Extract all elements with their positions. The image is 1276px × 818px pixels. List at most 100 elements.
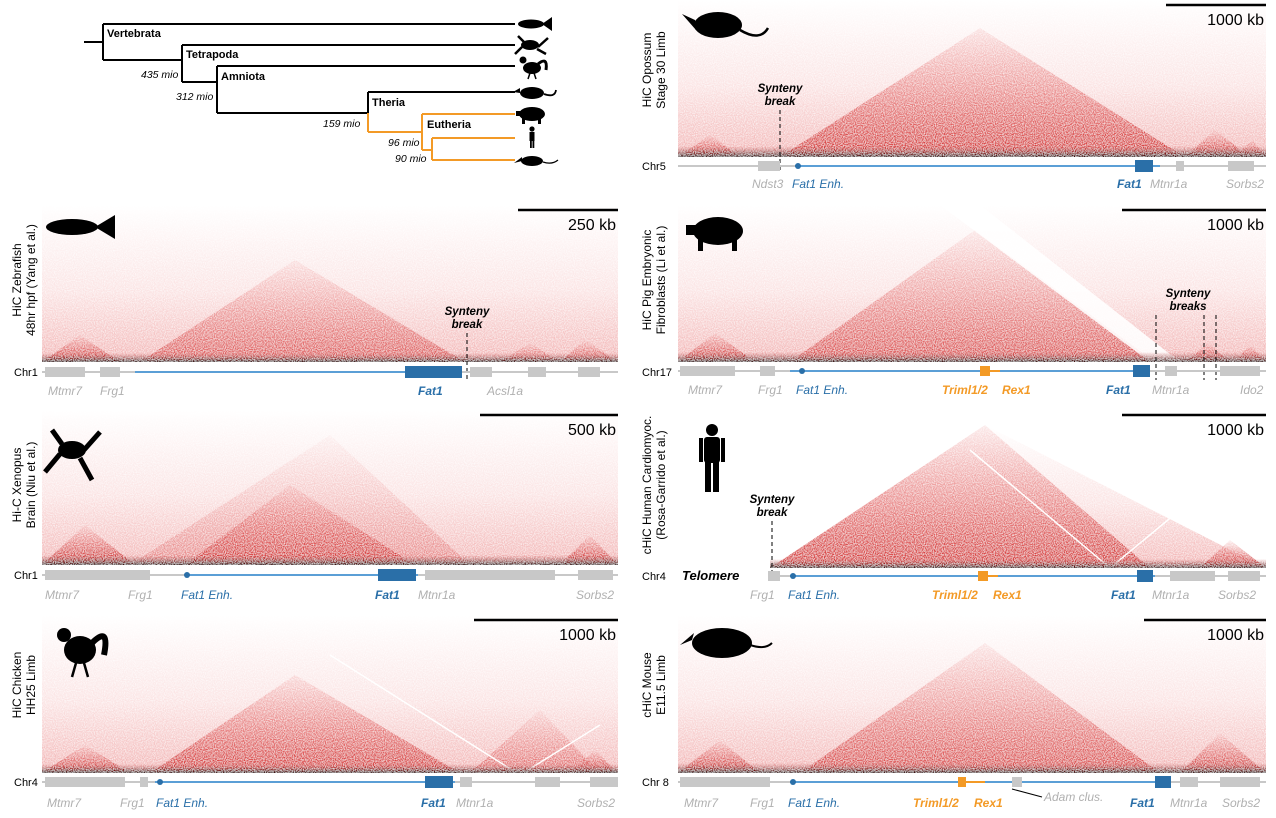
- gene-mtnr1a: Mtnr1a: [418, 588, 456, 602]
- mouse-heatmap: [678, 615, 1266, 773]
- svg-text:break: break: [452, 319, 483, 331]
- gene-sorbs2: Sorbs2: [577, 796, 615, 810]
- human-scalebar: 1000 kb: [1122, 413, 1266, 439]
- time-159: 159 mio: [323, 118, 361, 130]
- synteny-break-label: Synteny: [445, 306, 490, 318]
- chicken-gene-track: [42, 776, 618, 788]
- clade-eutheria: Eutheria: [427, 119, 472, 131]
- time-435: 435 mio: [141, 69, 179, 81]
- gene-mtnr1a: Mtnr1a: [1150, 177, 1188, 191]
- gene-ido2: Ido2: [1240, 383, 1264, 397]
- human-silhouette: [699, 424, 725, 492]
- gene-frg1: Frg1: [100, 384, 125, 398]
- gene-acsl1a: Acsl1a: [486, 384, 523, 398]
- gene-mtnr1a: Mtnr1a: [456, 796, 494, 810]
- chromosome-label: Chr1: [14, 367, 38, 379]
- human-gene-track: [768, 570, 1266, 582]
- gene-rex1: Rex1: [993, 588, 1022, 602]
- svg-text:break: break: [757, 507, 788, 519]
- chicken-icon: [519, 56, 548, 80]
- mouse-icon: [514, 156, 559, 166]
- frog-icon: [514, 35, 549, 56]
- time-90: 90 mio: [395, 153, 427, 165]
- gene-fat1-enh: Fat1 Enh.: [156, 796, 208, 810]
- opossum-scalebar: 1000 kb: [1166, 3, 1266, 29]
- gene-ndst3: Ndst3: [752, 177, 784, 191]
- xenopus-gene-track: [42, 569, 618, 581]
- gene-mtmr7: Mtmr7: [684, 796, 719, 810]
- synteny-break-label: Synteny: [758, 83, 803, 95]
- pig-icon: [516, 107, 545, 124]
- eutheria-branches: [367, 113, 515, 161]
- chromosome-label: Chr4: [14, 777, 38, 789]
- xenopus-panel: 500 kb Chr1 Mtmr7 Frg1 Fat1 Enh. Fat1 Mt…: [0, 410, 636, 605]
- mouse-scalebar: 1000 kb: [1144, 618, 1266, 644]
- clade-theria: Theria: [372, 97, 406, 109]
- pig-gene-track: [678, 365, 1266, 377]
- fish-icon: [518, 17, 552, 31]
- mouse-gene-track: [678, 776, 1266, 798]
- gene-mtmr7: Mtmr7: [45, 588, 80, 602]
- gene-triml: Triml1/2: [913, 796, 959, 810]
- gene-rex1: Rex1: [974, 796, 1003, 810]
- gene-frg1: Frg1: [750, 588, 775, 602]
- gene-frg1: Frg1: [758, 383, 783, 397]
- gene-frg1: Frg1: [128, 588, 153, 602]
- clade-amniota: Amniota: [221, 71, 266, 83]
- svg-text:break: break: [765, 96, 796, 108]
- gene-frg1: Frg1: [750, 796, 775, 810]
- gene-fat1-enh: Fat1 Enh.: [181, 588, 233, 602]
- gene-fat1-enh: Fat1 Enh.: [796, 383, 848, 397]
- pig-heatmap: [678, 205, 1266, 362]
- gene-triml: Triml1/2: [942, 383, 988, 397]
- human-heatmap: [678, 410, 1266, 569]
- chromosome-label: Chr4: [642, 571, 666, 583]
- frog-silhouette: [43, 428, 102, 482]
- zebrafish-heatmap: [42, 205, 618, 362]
- svg-text:1000 kb: 1000 kb: [1207, 627, 1264, 644]
- svg-text:1000 kb: 1000 kb: [1207, 12, 1264, 29]
- tree-branches: [84, 23, 515, 114]
- gene-fat1: Fat1: [1111, 588, 1136, 602]
- phylogenetic-tree: Vertebrata Tetrapoda Amniota Theria Euth…: [0, 0, 600, 190]
- chromosome-label: Chr1: [14, 570, 38, 582]
- xenopus-heatmap: [42, 410, 618, 565]
- human-panel: 1000 kb Synteny break Chr4 Telomere Frg1…: [640, 410, 1276, 605]
- zebrafish-silhouette: [46, 215, 115, 239]
- gene-mtmr7: Mtmr7: [47, 796, 82, 810]
- telomere-label: Telomere: [682, 568, 739, 583]
- gene-fat1: Fat1: [1117, 177, 1142, 191]
- gene-triml: Triml1/2: [932, 588, 978, 602]
- chromosome-label: Chr17: [642, 367, 672, 379]
- chromosome-label: Chr5: [642, 161, 666, 173]
- svg-text:1000 kb: 1000 kb: [1207, 217, 1264, 234]
- gene-mtnr1a: Mtnr1a: [1170, 796, 1208, 810]
- gene-adam-cluster: Adam clus.: [1043, 790, 1103, 804]
- time-96: 96 mio: [388, 137, 420, 149]
- time-312: 312 mio: [176, 91, 214, 103]
- mouse-panel: 1000 kb Chr 8 Mtmr7 Frg1 Fat1 Enh. Triml…: [640, 615, 1276, 818]
- chicken-panel: 1000 kb Chr4 Mtmr7 Frg1 Fat1 Enh. Fat1 M…: [0, 615, 636, 818]
- opossum-gene-track: [678, 160, 1266, 172]
- gene-fat1: Fat1: [1130, 796, 1155, 810]
- gene-fat1: Fat1: [421, 796, 446, 810]
- gene-sorbs2: Sorbs2: [1218, 588, 1256, 602]
- clade-tetrapoda: Tetrapoda: [186, 49, 239, 61]
- opossum-panel: 1000 kb Synteny break Chr5 Ndst3 Fat1 En…: [640, 0, 1276, 195]
- gene-sorbs2: Sorbs2: [1222, 796, 1260, 810]
- gene-mtnr1a: Mtnr1a: [1152, 588, 1190, 602]
- gene-mtnr1a: Mtnr1a: [1152, 383, 1190, 397]
- zebrafish-panel: 250 kb Synteny break Chr1 Mtmr7 Frg1 Fat…: [0, 205, 636, 400]
- chromosome-label: Chr 8: [642, 777, 669, 789]
- xenopus-scalebar: 500 kb: [480, 413, 618, 439]
- gene-frg1: Frg1: [120, 796, 145, 810]
- gene-mtmr7: Mtmr7: [48, 384, 83, 398]
- svg-text:250 kb: 250 kb: [568, 217, 616, 234]
- gene-rex1: Rex1: [1002, 383, 1031, 397]
- zebrafish-gene-track: [42, 366, 618, 378]
- opossum-silhouette: [682, 12, 770, 38]
- svg-text:500 kb: 500 kb: [568, 422, 616, 439]
- chicken-heatmap: [42, 615, 618, 776]
- mouse-silhouette: [680, 628, 773, 658]
- pig-scalebar: 1000 kb: [1122, 208, 1266, 234]
